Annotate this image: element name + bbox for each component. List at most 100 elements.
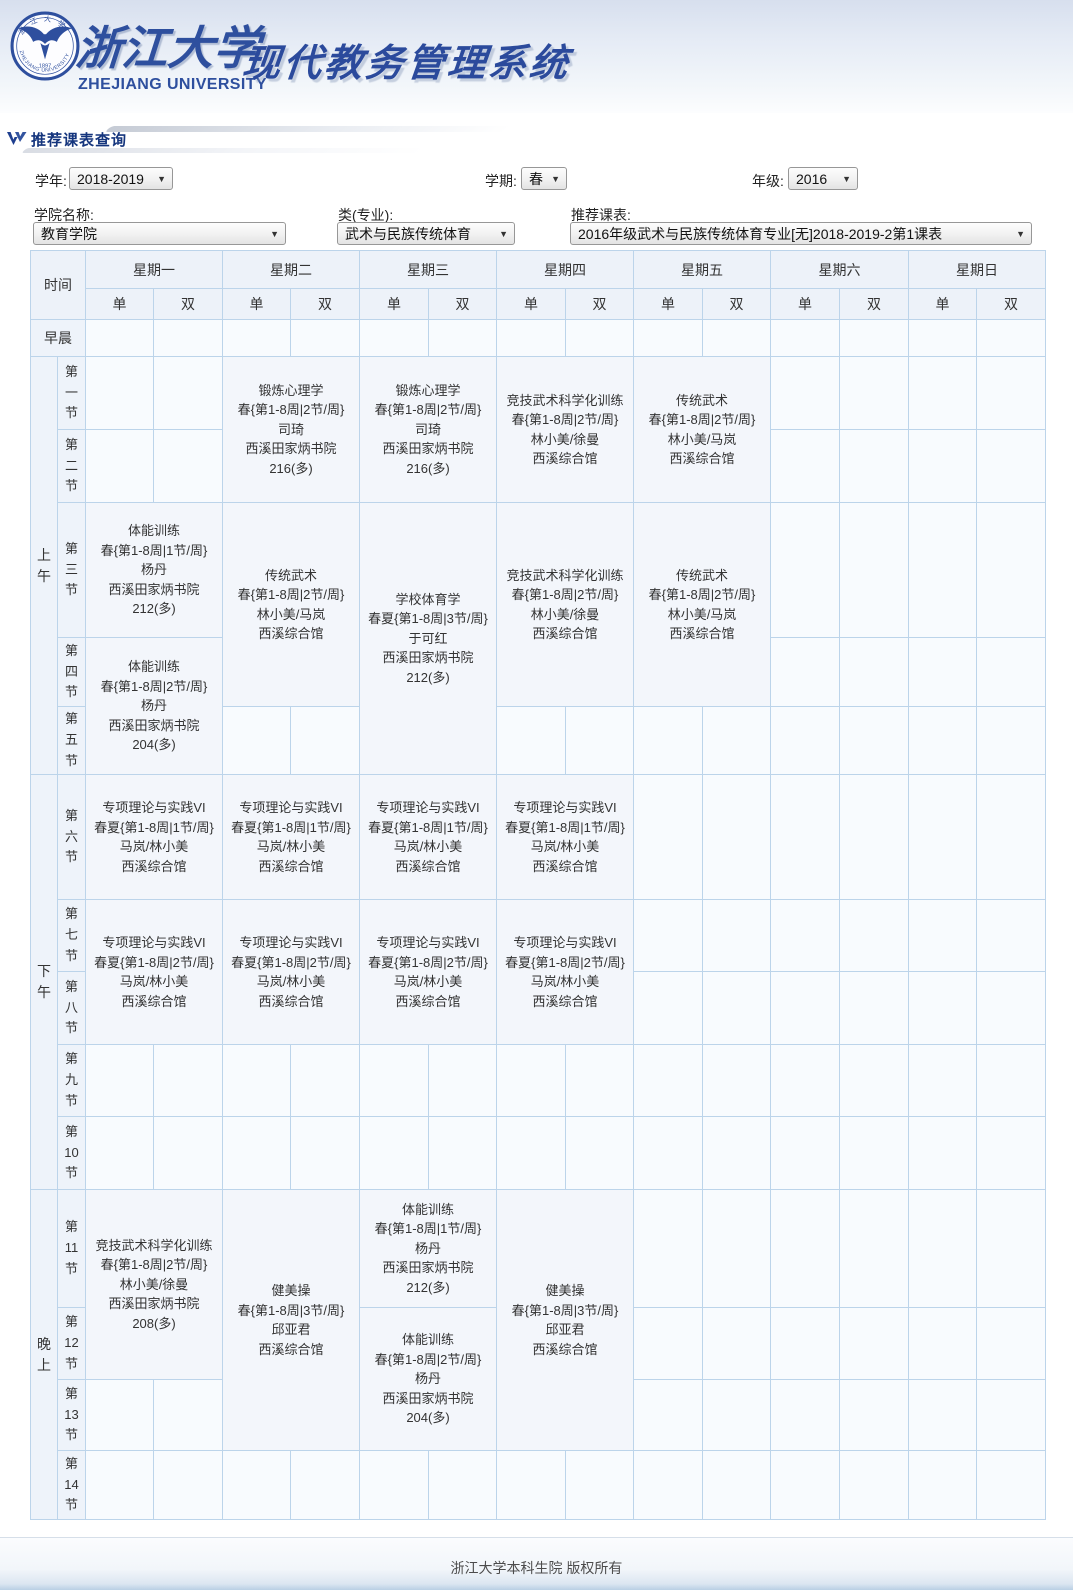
section-label-evening: 晚上	[30, 1189, 58, 1520]
empty-cell	[839, 319, 909, 357]
day-header-monday: 星期一	[85, 250, 223, 289]
period-label: 第二节	[57, 429, 86, 503]
empty-cell	[976, 1450, 1046, 1520]
chevron-down-icon: ▼	[842, 173, 851, 184]
course-cell: 专项理论与实践VI 春夏{第1-8周|1节/周} 马岚/林小美 西溪综合馆	[222, 774, 360, 900]
odd-week-header: 单	[359, 288, 429, 320]
empty-cell	[839, 429, 909, 503]
empty-cell	[702, 319, 771, 357]
empty-cell	[770, 1116, 840, 1190]
copyright-text: 浙江大学本科生院 版权所有	[450, 1560, 623, 1576]
empty-cell	[839, 706, 909, 775]
empty-cell	[770, 319, 840, 357]
footer	[0, 1538, 1073, 1590]
empty-cell	[976, 502, 1046, 638]
empty-cell	[565, 706, 634, 775]
period-label: 第五节	[57, 706, 86, 775]
day-header-friday: 星期五	[633, 250, 771, 289]
course-cell: 体能训练 春{第1-8周|2节/周} 杨丹 西溪田家炳书院 204(多)	[359, 1307, 497, 1451]
section-label-pm: 下午	[30, 774, 58, 1190]
page-title: 推荐课表查询	[31, 132, 128, 149]
empty-cell	[908, 1189, 977, 1308]
empty-cell	[702, 1450, 771, 1520]
empty-cell	[702, 1189, 771, 1308]
empty-cell	[976, 356, 1046, 430]
empty-cell	[222, 319, 291, 357]
major-select[interactable]: 武术与民族传统体育 ▼	[337, 222, 515, 245]
empty-cell	[428, 1450, 497, 1520]
empty-cell	[702, 1379, 771, 1451]
day-header-saturday: 星期六	[770, 250, 909, 289]
empty-cell	[428, 1116, 497, 1190]
empty-cell	[153, 429, 223, 503]
empty-cell	[770, 706, 840, 775]
empty-cell	[153, 356, 223, 430]
even-week-header: 双	[153, 288, 223, 320]
day-header-sunday: 星期日	[908, 250, 1046, 289]
empty-cell	[839, 637, 909, 707]
college-select[interactable]: 教育学院 ▼	[33, 222, 286, 245]
empty-cell	[908, 319, 977, 357]
grade-select[interactable]: 2016 ▼	[788, 167, 858, 190]
empty-cell	[976, 637, 1046, 707]
chevron-down-icon: ▼	[270, 228, 279, 239]
empty-cell	[496, 1116, 566, 1190]
empty-cell	[153, 319, 223, 357]
course-cell: 专项理论与实践VI 春夏{第1-8周|2节/周} 马岚/林小美 西溪综合馆	[222, 899, 360, 1045]
empty-cell	[839, 356, 909, 430]
empty-cell	[770, 1189, 840, 1308]
major-label: 类(专业):	[338, 207, 394, 223]
empty-cell	[359, 1116, 429, 1190]
empty-cell	[290, 319, 360, 357]
decor-streak	[104, 126, 512, 132]
period-label: 第三节	[57, 502, 86, 638]
empty-cell	[908, 1044, 977, 1117]
course-cell: 传统武术 春{第1-8周|2节/周} 林小美/马岚 西溪综合馆	[633, 502, 771, 707]
empty-cell	[702, 971, 771, 1045]
empty-cell	[839, 1450, 909, 1520]
period-label: 第14节	[57, 1450, 86, 1520]
empty-cell	[85, 429, 154, 503]
empty-cell	[770, 971, 840, 1045]
empty-cell	[496, 706, 566, 775]
empty-cell	[633, 1379, 703, 1451]
empty-cell	[908, 1379, 977, 1451]
empty-cell	[770, 356, 840, 430]
odd-week-header: 单	[496, 288, 566, 320]
empty-cell	[565, 1116, 634, 1190]
even-week-header: 双	[565, 288, 634, 320]
day-header-tuesday: 星期二	[222, 250, 360, 289]
empty-cell	[428, 1044, 497, 1117]
course-cell: 竞技武术科学化训练 春{第1-8周|2节/周} 林小美/徐曼 西溪综合馆	[496, 502, 634, 707]
term-select[interactable]: 春 ▼	[521, 167, 567, 190]
even-week-header: 双	[290, 288, 360, 320]
empty-cell	[908, 502, 977, 638]
empty-cell	[85, 1116, 154, 1190]
year-select[interactable]: 2018-2019 ▼	[69, 167, 173, 190]
period-label: 第四节	[57, 637, 86, 707]
day-header-wednesday: 星期三	[359, 250, 497, 289]
university-seal-logo: 浙 江 大 学 ZHEJIANG UNIVERSITY 1897	[10, 11, 80, 81]
course-cell: 专项理论与实践VI 春夏{第1-8周|2节/周} 马岚/林小美 西溪综合馆	[85, 899, 223, 1045]
term-label: 学期:	[485, 173, 517, 189]
empty-cell	[633, 1116, 703, 1190]
empty-cell	[839, 1044, 909, 1117]
empty-cell	[428, 319, 497, 357]
course-cell: 竞技武术科学化训练 春{第1-8周|2节/周} 林小美/徐曼 西溪综合馆	[496, 356, 634, 503]
seal-year: 1897	[39, 64, 52, 70]
period-label: 第六节	[57, 774, 86, 900]
empty-cell	[85, 1379, 154, 1451]
empty-cell	[85, 1450, 154, 1520]
period-label: 第七节	[57, 899, 86, 972]
empty-cell	[976, 1189, 1046, 1308]
course-cell: 专项理论与实践VI 春夏{第1-8周|1节/周} 马岚/林小美 西溪综合馆	[85, 774, 223, 900]
timetable-select[interactable]: 2016年级武术与民族传统体育专业[无]2018-2019-2第1课表 ▼	[570, 222, 1032, 245]
empty-cell	[633, 1450, 703, 1520]
empty-cell	[565, 1044, 634, 1117]
year-label: 学年:	[35, 173, 67, 189]
course-cell: 专项理论与实践VI 春夏{第1-8周|2节/周} 马岚/林小美 西溪综合馆	[359, 899, 497, 1045]
timetable-label: 推荐课表:	[571, 207, 631, 223]
empty-cell	[908, 356, 977, 430]
major-select-value: 武术与民族传统体育	[345, 225, 471, 242]
